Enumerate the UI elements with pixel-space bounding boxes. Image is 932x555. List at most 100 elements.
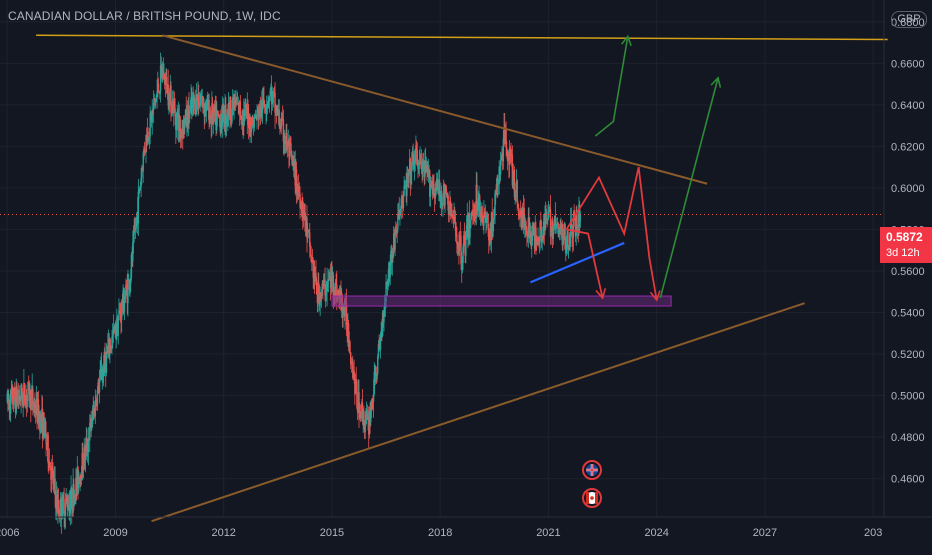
candle-body — [376, 373, 378, 380]
candle-body — [77, 466, 79, 489]
canada-flag-icon — [582, 488, 602, 508]
candle-body — [389, 260, 391, 278]
candle-body — [474, 211, 477, 218]
candle-body — [107, 348, 109, 354]
candle-body — [334, 282, 337, 297]
candle-body — [535, 227, 537, 244]
ca-bar-left — [586, 492, 589, 504]
candle-body — [105, 352, 108, 374]
candle-body — [148, 138, 150, 140]
candle-body — [231, 108, 233, 122]
candle-body — [401, 198, 403, 200]
candle-body — [470, 219, 472, 228]
candle-body — [90, 418, 92, 428]
candle-body — [429, 170, 431, 197]
candle-body — [247, 115, 250, 129]
candle-body — [159, 90, 161, 94]
candle-body — [222, 104, 224, 106]
candle-body — [561, 224, 564, 246]
candle-body — [425, 166, 428, 173]
candle-body — [544, 212, 547, 220]
uk-flag-icon — [582, 460, 602, 480]
candle-body — [483, 212, 486, 214]
candle-body — [556, 224, 558, 226]
candle-body — [373, 371, 375, 394]
candle-body — [243, 110, 246, 122]
candle-body — [173, 100, 176, 109]
candle-body — [16, 386, 18, 404]
candle-body — [536, 241, 539, 246]
y-tick-label: 0.5200 — [891, 349, 925, 361]
candle-body — [135, 217, 137, 229]
candle-body — [117, 320, 119, 336]
candle-body — [315, 280, 318, 295]
bullish-arrow-head — [620, 34, 632, 47]
candle-body — [484, 213, 486, 217]
candle-body — [481, 215, 484, 224]
candle-body — [91, 409, 94, 425]
candle-body — [564, 224, 566, 250]
candle-body — [217, 110, 219, 115]
candle-body — [508, 148, 511, 165]
candle-body — [298, 192, 301, 195]
candle-body — [160, 65, 162, 69]
y-tick-label: 0.6400 — [891, 100, 925, 112]
candle-body — [355, 379, 357, 382]
candle-body — [433, 184, 435, 194]
candle-body — [75, 477, 77, 498]
candle-body — [427, 168, 430, 176]
candle-body — [80, 474, 82, 479]
candle-body — [134, 228, 137, 230]
candle-body — [189, 112, 191, 119]
candle-body — [403, 185, 405, 196]
candle-body — [554, 215, 557, 226]
current-price-value: 0.5872 — [886, 230, 923, 244]
chart-title: CANADIAN DOLLAR / BRITISH POUND, 1W, IDC — [8, 9, 281, 23]
candle-body — [211, 102, 214, 123]
candle-body — [34, 403, 36, 412]
candle-body — [500, 159, 502, 161]
candle-body — [258, 114, 260, 121]
x-tick-label: 2006 — [0, 527, 19, 539]
candle-body — [557, 222, 559, 235]
candle-body — [480, 210, 482, 218]
candle-body — [325, 294, 327, 296]
candle-body — [377, 355, 379, 374]
currency-selector[interactable]: GBP — [891, 11, 927, 28]
candle-body — [384, 301, 387, 304]
candle-body — [417, 165, 420, 170]
candle-body — [492, 218, 495, 225]
candle-body — [356, 381, 358, 408]
candle-body — [132, 234, 135, 243]
candle-body — [202, 96, 204, 108]
candle-body — [472, 210, 474, 216]
candle-body — [315, 273, 317, 281]
candle-body — [525, 226, 527, 234]
candle-body — [66, 500, 69, 510]
bearish-projection — [566, 228, 604, 299]
candle-body — [371, 400, 373, 402]
price-candles — [6, 52, 582, 534]
candle-body — [345, 302, 348, 325]
candle-body — [50, 465, 53, 481]
candle-body — [152, 109, 154, 111]
candle-body — [377, 344, 380, 356]
candle-body — [347, 323, 350, 348]
candle-body — [345, 300, 347, 303]
support-zone — [331, 295, 672, 307]
candle-body — [311, 257, 314, 263]
candle-body — [465, 233, 467, 256]
candle-body — [531, 240, 533, 245]
candle-body — [47, 434, 49, 464]
candle-body — [240, 116, 242, 119]
candle-body — [506, 148, 508, 152]
candle-body — [418, 163, 421, 166]
candle-body — [178, 114, 180, 132]
candle-body — [73, 483, 75, 504]
candle-body — [299, 194, 301, 208]
y-tick-label: 0.6000 — [891, 183, 925, 195]
candle-body — [477, 199, 480, 211]
candle-body — [385, 281, 387, 302]
